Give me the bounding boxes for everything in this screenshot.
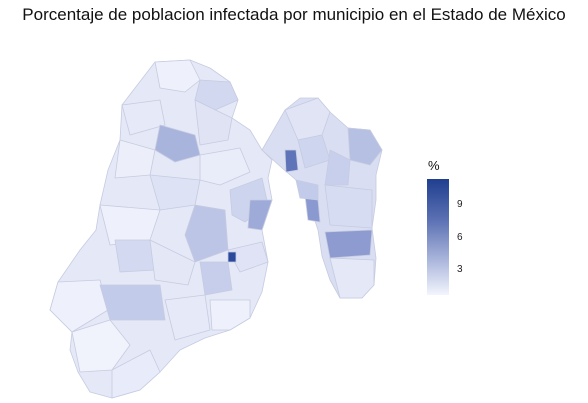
municipality-region [284, 97, 331, 141]
municipality-region [164, 294, 211, 341]
municipality-region [111, 349, 161, 399]
municipality-region [194, 99, 233, 146]
municipality-region [329, 257, 375, 299]
municipality-region [347, 127, 383, 166]
municipality-region [184, 204, 229, 263]
legend-tick-label: 9 [457, 199, 463, 210]
legend-tick-label: 6 [457, 232, 463, 243]
municipality-region [71, 319, 131, 373]
map-title: Porcentaje de poblacion infectada por mu… [22, 5, 566, 24]
municipality-region [199, 261, 233, 296]
municipality-region [149, 239, 196, 286]
legend-tick [449, 237, 454, 238]
municipality-region [114, 239, 156, 273]
municipality-region [199, 147, 251, 186]
municipality-region [99, 284, 166, 321]
municipality-region [154, 124, 201, 163]
municipality-region [247, 199, 273, 231]
legend-title: % [428, 158, 440, 173]
municipality-region [194, 79, 239, 111]
municipality-region [227, 251, 237, 263]
municipality-region [324, 229, 373, 259]
municipality-region [295, 179, 319, 201]
municipality-region [324, 149, 351, 186]
legend-tick-label: 3 [457, 264, 463, 275]
municipality-region [324, 184, 373, 229]
municipality-region [121, 99, 166, 136]
legend-tick [449, 269, 454, 270]
municipality-region [154, 59, 201, 93]
municipality-region [284, 149, 299, 173]
municipality-region [209, 299, 251, 331]
municipality-region [227, 241, 269, 273]
legend-colorbar [427, 179, 449, 295]
municipality-region [49, 279, 109, 333]
legend-tick [449, 204, 454, 205]
